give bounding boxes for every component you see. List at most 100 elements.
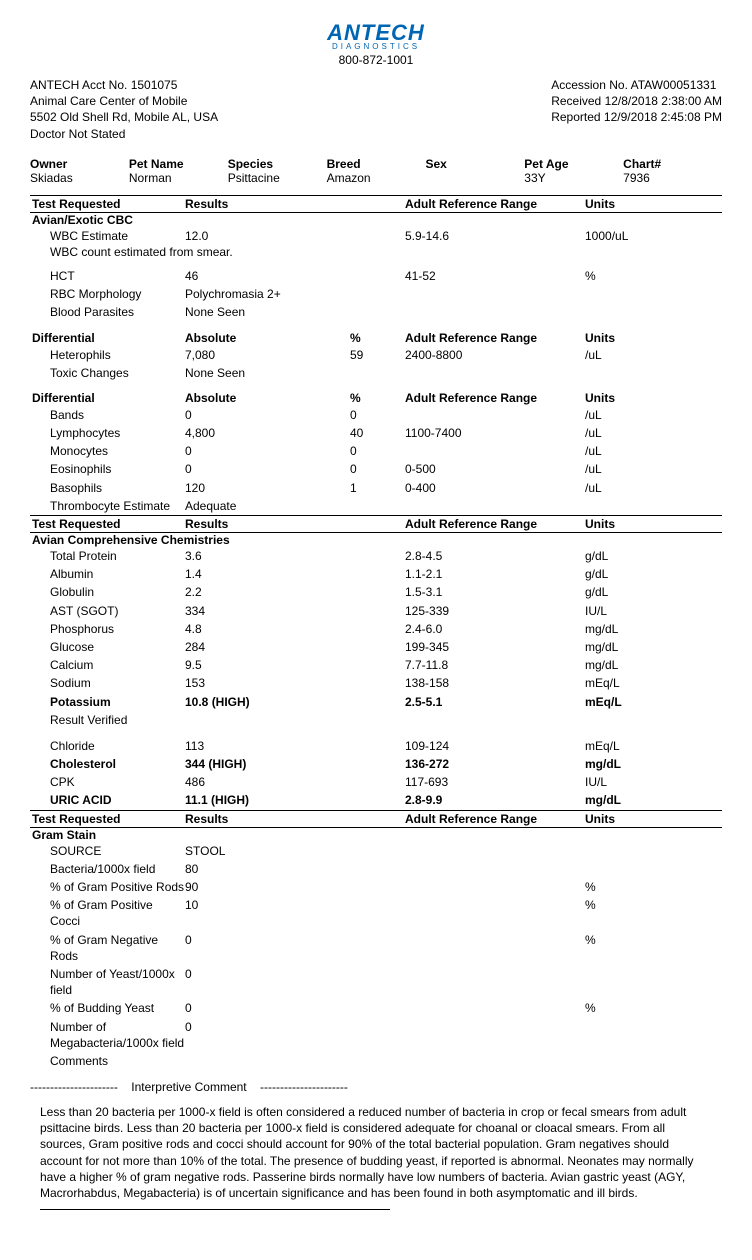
result-row: Glucose284199-345mg/dL (30, 638, 722, 656)
result-row: Calcium9.57.7-11.8mg/dL (30, 656, 722, 674)
test-name: Result Verified (30, 712, 185, 728)
test-units (585, 861, 722, 877)
result-row: Total Protein3.62.8-4.5g/dL (30, 547, 722, 565)
test-name: Lymphocytes (30, 425, 185, 441)
test-reference: 199-345 (405, 639, 585, 655)
test-reference (405, 1019, 585, 1051)
test-result: 0 (185, 407, 350, 423)
test-result: 0 (185, 443, 350, 459)
test-percent: 1 (350, 480, 405, 496)
test-result: None Seen (185, 304, 350, 320)
clinic-address: 5502 Old Shell Rd, Mobile AL, USA (30, 109, 218, 125)
test-result: 0 (185, 1000, 350, 1016)
interp-divider (40, 1209, 390, 1210)
test-result: 0 (185, 932, 350, 964)
test-percent (350, 738, 405, 754)
result-row: Thrombocyte EstimateAdequate (30, 497, 722, 515)
test-percent (350, 566, 405, 582)
test-result: 46 (185, 268, 350, 284)
test-name: Heterophils (30, 347, 185, 363)
test-units: % (585, 897, 722, 929)
test-reference: 136-272 (405, 756, 585, 772)
test-result: 7,080 (185, 347, 350, 363)
test-units: g/dL (585, 548, 722, 564)
result-row: WBC Estimate12.05.9-14.61000/uL (30, 227, 722, 245)
test-units (585, 966, 722, 998)
test-name: Albumin (30, 566, 185, 582)
test-reference: 1.1-2.1 (405, 566, 585, 582)
test-reference: 2400-8800 (405, 347, 585, 363)
chart-value: 7936 (623, 171, 722, 185)
diff2-header: Differential Absolute % Adult Reference … (30, 390, 722, 406)
test-units: g/dL (585, 584, 722, 600)
result-row: Comments (30, 1052, 722, 1070)
test-name: Number of Megabacteria/1000x field (30, 1019, 185, 1051)
test-result: 3.6 (185, 548, 350, 564)
accession-no: Accession No. ATAW00051331 (551, 77, 722, 93)
test-reference (405, 365, 585, 381)
test-result: 80 (185, 861, 350, 877)
test-percent (350, 1053, 405, 1069)
result-row: Blood ParasitesNone Seen (30, 303, 722, 321)
test-result: 2.2 (185, 584, 350, 600)
test-result: 12.0 (185, 228, 350, 244)
test-percent (350, 657, 405, 673)
test-result: 113 (185, 738, 350, 754)
result-row: CPK486117-693IU/L (30, 773, 722, 791)
test-units: g/dL (585, 566, 722, 582)
test-name: SOURCE (30, 843, 185, 859)
test-reference (405, 932, 585, 964)
test-result: 0 (185, 966, 350, 998)
test-name: Monocytes (30, 443, 185, 459)
test-name: RBC Morphology (30, 286, 185, 302)
test-name: WBC Estimate (30, 228, 185, 244)
test-name: Potassium (30, 694, 185, 710)
test-percent (350, 694, 405, 710)
test-name: HCT (30, 268, 185, 284)
breed-label: Breed (327, 157, 426, 171)
test-percent: 0 (350, 443, 405, 459)
test-reference (405, 897, 585, 929)
test-percent (350, 548, 405, 564)
test-percent (350, 966, 405, 998)
cbc-section-header: Test Requested Results Adult Reference R… (30, 195, 722, 213)
result-row: Sodium153138-158mEq/L (30, 674, 722, 692)
test-percent (350, 843, 405, 859)
test-units: /uL (585, 407, 722, 423)
test-percent (350, 603, 405, 619)
test-percent (350, 1019, 405, 1051)
test-reference (405, 966, 585, 998)
result-row: Bacteria/1000x field80 (30, 860, 722, 878)
test-result: 4.8 (185, 621, 350, 637)
test-result (185, 1053, 350, 1069)
test-units: mg/dL (585, 792, 722, 808)
test-name: CPK (30, 774, 185, 790)
received-date: Received 12/8/2018 2:38:00 AM (551, 93, 722, 109)
test-units: /uL (585, 480, 722, 496)
result-row: Number of Yeast/1000x field0 (30, 965, 722, 999)
test-percent (350, 621, 405, 637)
cbc-note: WBC count estimated from smear. (30, 245, 722, 259)
result-row: HCT4641-52% (30, 267, 722, 285)
test-result: 10.8 (HIGH) (185, 694, 350, 710)
result-row: Bands00/uL (30, 406, 722, 424)
test-result: 9.5 (185, 657, 350, 673)
test-reference: 2.4-6.0 (405, 621, 585, 637)
test-reference: 125-339 (405, 603, 585, 619)
test-result: STOOL (185, 843, 350, 859)
test-reference (405, 443, 585, 459)
col-units: Units (585, 197, 722, 211)
cbc-title: Avian/Exotic CBC (30, 213, 722, 227)
test-units: /uL (585, 461, 722, 477)
test-percent (350, 756, 405, 772)
test-percent: 40 (350, 425, 405, 441)
result-row: Basophils12010-400/uL (30, 479, 722, 497)
test-percent (350, 639, 405, 655)
result-row: Heterophils7,080592400-8800/uL (30, 346, 722, 364)
age-value: 33Y (524, 171, 623, 185)
test-name: Basophils (30, 480, 185, 496)
test-reference (405, 407, 585, 423)
test-units: mEq/L (585, 738, 722, 754)
test-result: Adequate (185, 498, 350, 514)
test-name: Sodium (30, 675, 185, 691)
